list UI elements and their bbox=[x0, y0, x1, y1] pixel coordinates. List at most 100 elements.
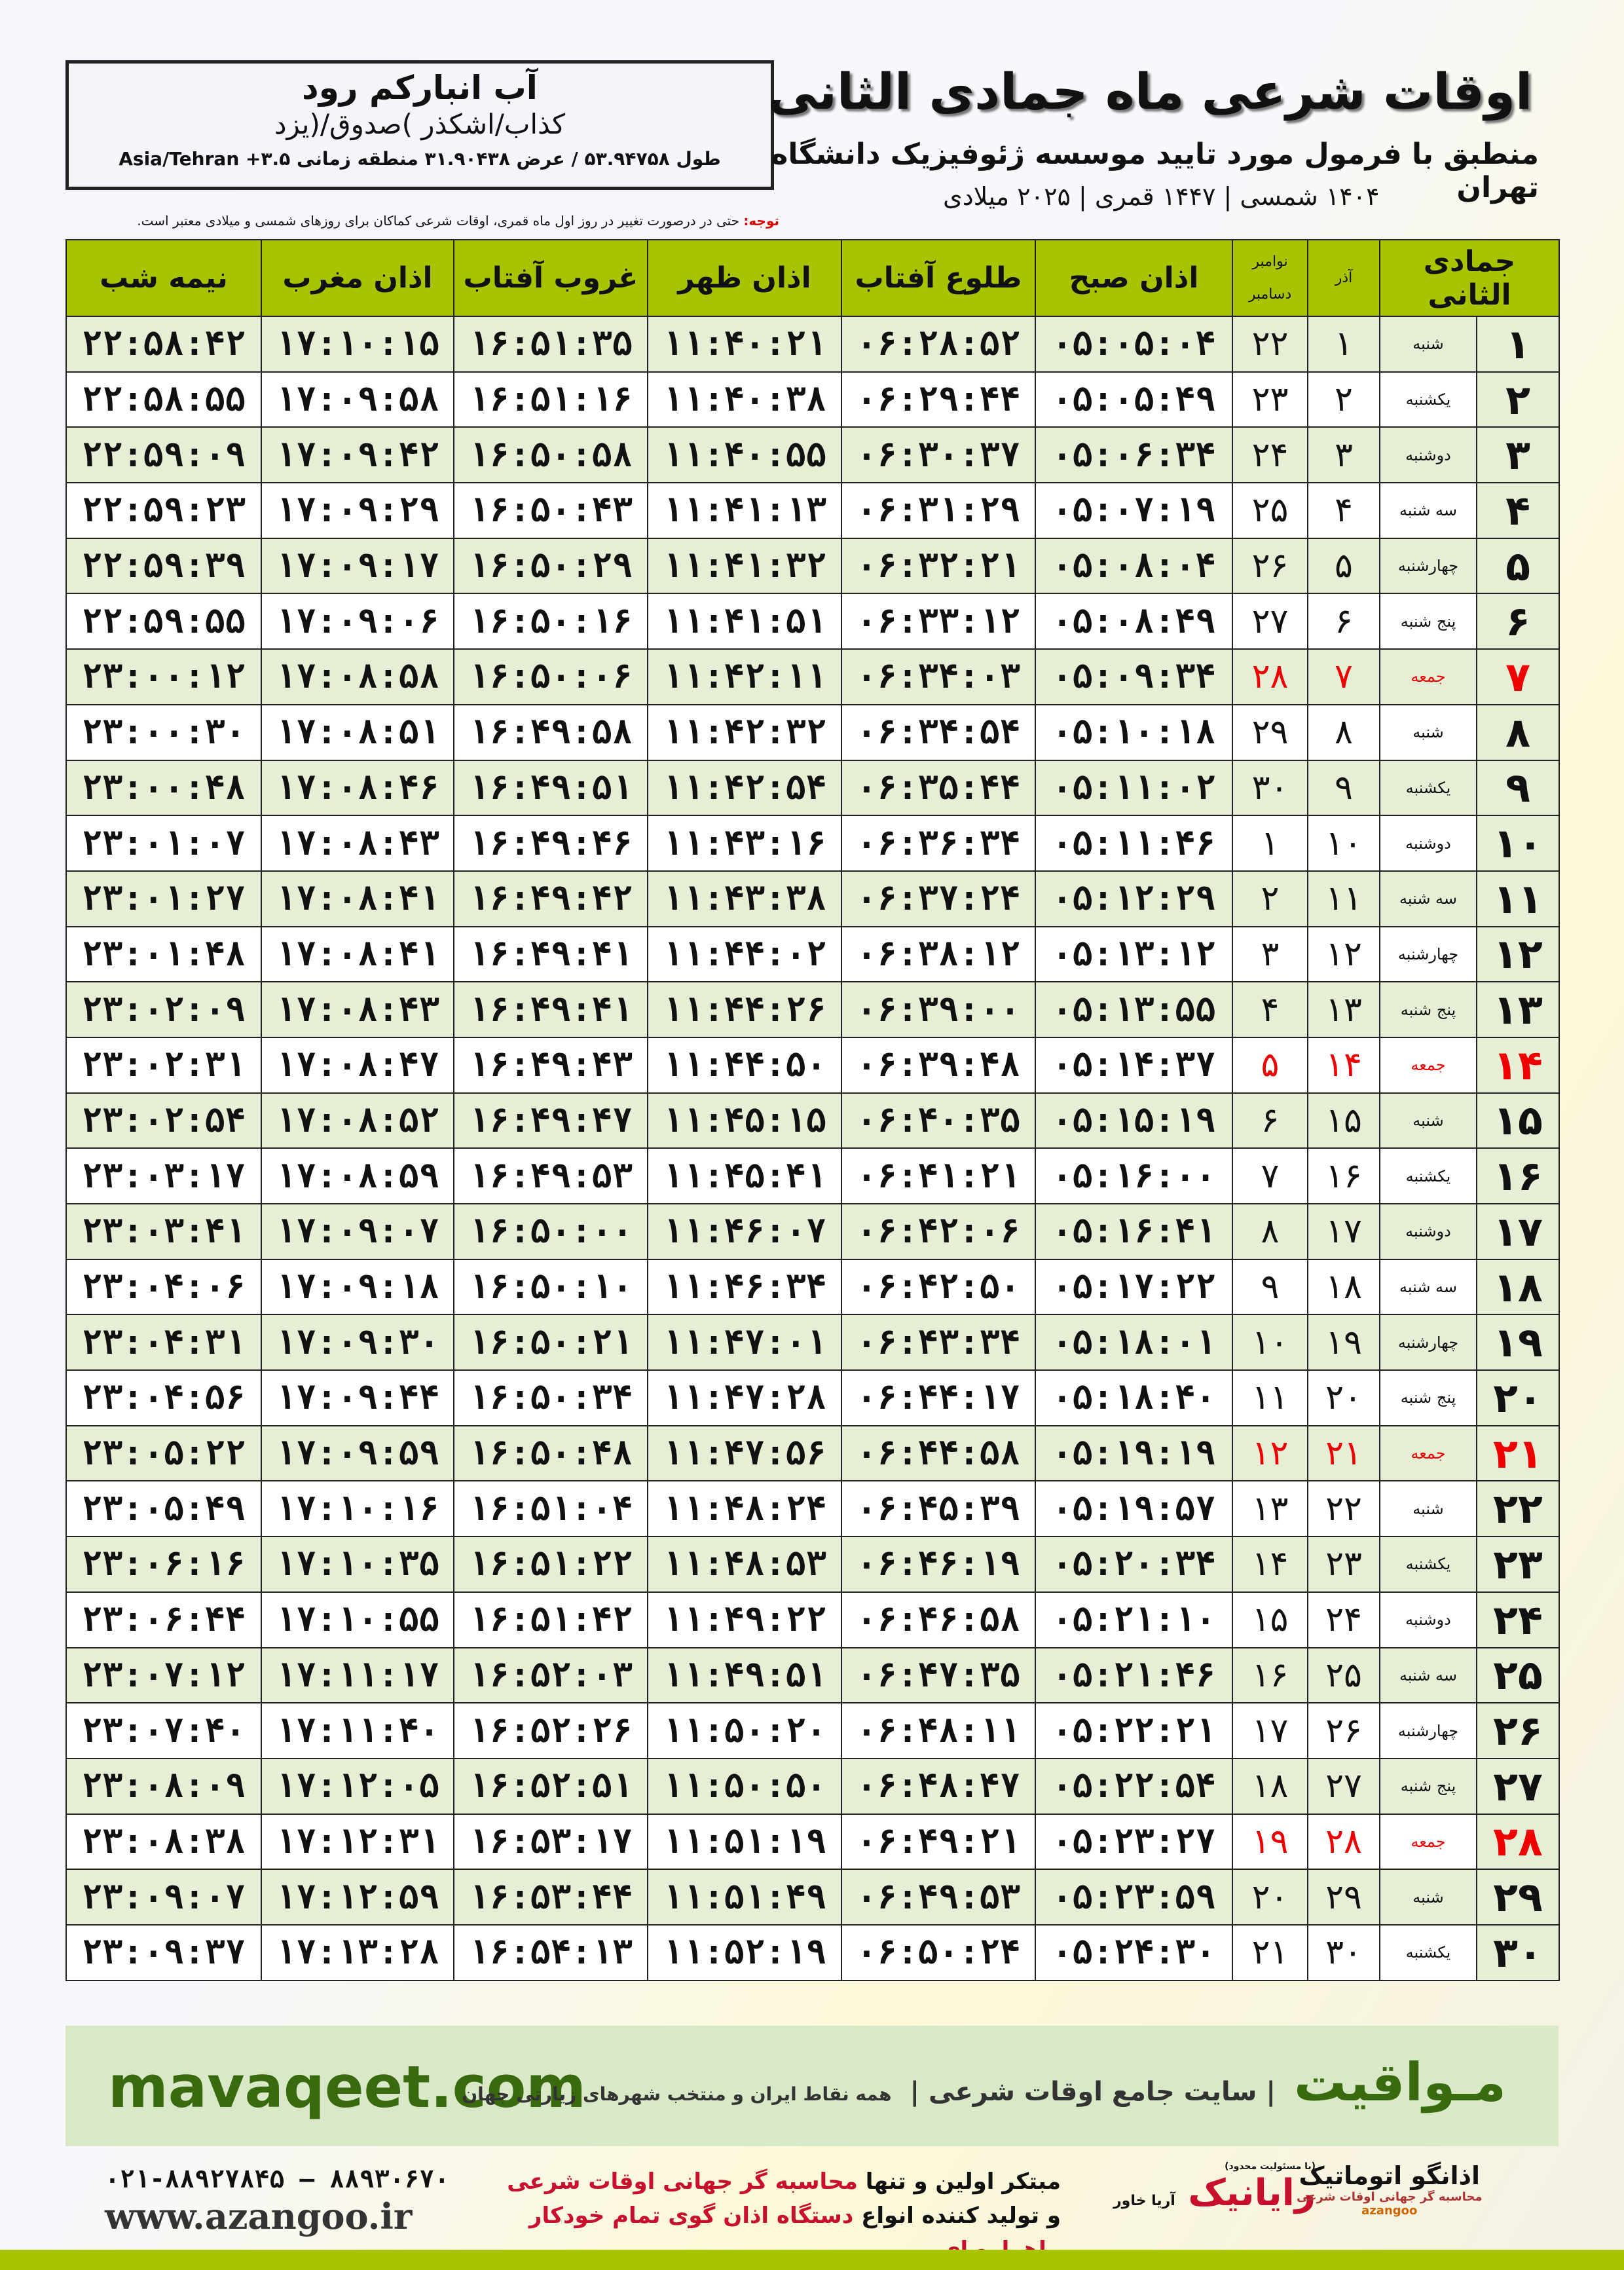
weekday-cell: یکشنبه bbox=[1378, 1924, 1478, 1981]
dhuhr-cell: ۱۱:۴۸:۵۳ bbox=[647, 1536, 842, 1593]
sunrise-cell: ۰۶:۴۹:۵۳ bbox=[841, 1869, 1036, 1926]
sunrise-cell: ۰۶:۳۵:۴۴ bbox=[841, 759, 1036, 817]
table-row: ۲۸ جمعه ۲۸ ۱۹ ۰۵:۲۳:۲۷ ۰۶:۴۹:۲۱ ۱۱:۵۱:۱۹ ۱۶:۵۳:… bbox=[65, 1813, 1560, 1870]
azangoo-name: اذانگو اتوماتیک bbox=[1299, 2161, 1481, 2190]
day-azar-cell: ۱۸ bbox=[1307, 1258, 1380, 1316]
rayanik-sub: آریا خاور bbox=[1113, 2193, 1175, 2209]
day-gregorian-cell: ۲ bbox=[1232, 870, 1308, 927]
table-row: ۲ یکشنبه ۲ ۲۳ ۰۵:۰۵:۴۹ ۰۶:۲۹:۴۴ ۱۱:۴۰:۳۸ ۱۶:۵۱:… bbox=[65, 371, 1560, 428]
azangoo-logo: اذانگو اتوماتیک محاسبه گر جهانی اوقات شرع… bbox=[1297, 2161, 1483, 2218]
day-azar-cell: ۲۷ bbox=[1307, 1757, 1380, 1815]
day-gregorian-cell: ۲۷ bbox=[1232, 593, 1308, 650]
table-row: ۱۸ سه شنبه ۱۸ ۹ ۰۵:۱۷:۲۲ ۰۶:۴۲:۵۰ ۱۱:۴۶:۳۴ ۱۶:۵… bbox=[65, 1258, 1560, 1316]
maghrib-cell: ۱۷:۰۸:۵۸ bbox=[261, 648, 454, 705]
location-name: آب انبارکم رود bbox=[302, 69, 538, 107]
day-gregorian-cell: ۲۱ bbox=[1232, 1924, 1308, 1981]
col-maghrib: اذان مغرب bbox=[261, 239, 454, 317]
weekday-cell: دوشنبه bbox=[1378, 815, 1478, 872]
dhuhr-cell: ۱۱:۵۲:۱۹ bbox=[647, 1924, 842, 1981]
sunrise-cell: ۰۶:۴۶:۱۹ bbox=[841, 1536, 1036, 1593]
sunrise-cell: ۰۶:۳۸:۱۲ bbox=[841, 925, 1036, 983]
midnight-cell: ۲۳:۰۱:۴۸ bbox=[65, 925, 262, 983]
azangoo-link[interactable]: www.azangoo.ir bbox=[105, 2195, 413, 2237]
dhuhr-cell: ۱۱:۴۴:۲۶ bbox=[647, 981, 842, 1038]
day-azar-cell: ۱ bbox=[1307, 316, 1380, 373]
midnight-cell: ۲۳:۰۴:۵۶ bbox=[65, 1369, 262, 1426]
fajr-cell: ۰۵:۱۴:۳۷ bbox=[1035, 1036, 1233, 1094]
sunset-cell: ۱۶:۴۹:۴۲ bbox=[453, 870, 648, 927]
day-hijri-cell: ۱۸ bbox=[1476, 1258, 1560, 1316]
day-azar-cell: ۵ bbox=[1307, 537, 1380, 595]
day-gregorian-cell: ۱۷ bbox=[1232, 1702, 1308, 1759]
maghrib-cell: ۱۷:۰۸:۴۱ bbox=[261, 870, 454, 927]
table-row: ۱۵ شنبه ۱۵ ۶ ۰۵:۱۵:۱۹ ۰۶:۴۰:۳۵ ۱۱:۴۵:۱۵ ۱۶:۴۹:۴… bbox=[65, 1092, 1560, 1149]
weekday-cell: پنج شنبه bbox=[1378, 1369, 1478, 1426]
dhuhr-cell: ۱۱:۴۱:۱۳ bbox=[647, 482, 842, 539]
sunrise-cell: ۰۶:۴۴:۱۷ bbox=[841, 1369, 1036, 1426]
site-link[interactable]: mavaqeet.com bbox=[108, 2053, 586, 2121]
col-december: دسامبر bbox=[1248, 286, 1292, 303]
table-row: ۲۰ پنج شنبه ۲۰ ۱۱ ۰۵:۱۸:۴۰ ۰۶:۴۴:۱۷ ۱۱:۴۷:۲۸ ۱۶… bbox=[65, 1369, 1560, 1426]
fajr-cell: ۰۵:۲۲:۵۴ bbox=[1035, 1757, 1233, 1815]
day-azar-cell: ۲۸ bbox=[1307, 1813, 1380, 1870]
ad-line1-a: مبتکر اولین و تنها bbox=[857, 2168, 1061, 2195]
sunset-cell: ۱۶:۵۰:۰۰ bbox=[453, 1203, 648, 1260]
sunset-cell: ۱۶:۵۰:۲۱ bbox=[453, 1314, 648, 1371]
day-gregorian-cell: ۱۱ bbox=[1232, 1369, 1308, 1426]
weekday-cell: شنبه bbox=[1378, 1092, 1478, 1149]
maghrib-cell: ۱۷:۰۸:۴۷ bbox=[261, 1036, 454, 1094]
fajr-cell: ۰۵:۱۸:۰۱ bbox=[1035, 1314, 1233, 1371]
sunrise-cell: ۰۶:۳۴:۰۳ bbox=[841, 648, 1036, 705]
fajr-cell: ۰۵:۰۵:۴۹ bbox=[1035, 371, 1233, 428]
col-november: نوامبر bbox=[1252, 253, 1288, 270]
maghrib-cell: ۱۷:۰۸:۴۳ bbox=[261, 815, 454, 872]
table-row: ۲۴ دوشنبه ۲۴ ۱۵ ۰۵:۲۱:۱۰ ۰۶:۴۶:۵۸ ۱۱:۴۹:۲۲ ۱۶:۵… bbox=[65, 1591, 1560, 1648]
col-gregorian: نوامبر دسامبر bbox=[1232, 239, 1308, 317]
sunrise-cell: ۰۶:۵۰:۲۴ bbox=[841, 1924, 1036, 1981]
maghrib-cell: ۱۷:۱۲:۵۹ bbox=[261, 1869, 454, 1926]
day-gregorian-cell: ۲۹ bbox=[1232, 703, 1308, 761]
day-gregorian-cell: ۳ bbox=[1232, 925, 1308, 983]
day-azar-cell: ۴ bbox=[1307, 482, 1380, 539]
maghrib-cell: ۱۷:۰۹:۰۶ bbox=[261, 593, 454, 650]
sunset-cell: ۱۶:۴۹:۴۳ bbox=[453, 1036, 648, 1094]
dhuhr-cell: ۱۱:۴۶:۳۴ bbox=[647, 1258, 842, 1316]
weekday-cell: یکشنبه bbox=[1378, 1147, 1478, 1204]
midnight-cell: ۲۳:۰۴:۰۶ bbox=[65, 1258, 262, 1316]
slogan: | سایت جامع اوقات شرعی | bbox=[910, 2077, 1276, 2107]
day-azar-cell: ۲۵ bbox=[1307, 1647, 1380, 1704]
dhuhr-cell: ۱۱:۴۳:۳۸ bbox=[647, 870, 842, 927]
sunrise-cell: ۰۶:۳۳:۱۲ bbox=[841, 593, 1036, 650]
maghrib-cell: ۱۷:۱۱:۴۰ bbox=[261, 1702, 454, 1759]
day-hijri-cell: ۲ bbox=[1476, 371, 1560, 428]
table-row: ۸ شنبه ۸ ۲۹ ۰۵:۱۰:۱۸ ۰۶:۳۴:۵۴ ۱۱:۴۲:۳۲ ۱۶:۴۹:۵۸… bbox=[65, 703, 1560, 761]
weekday-cell: سه شنبه bbox=[1378, 482, 1478, 539]
dhuhr-cell: ۱۱:۵۰:۲۰ bbox=[647, 1702, 842, 1759]
day-gregorian-cell: ۲۴ bbox=[1232, 426, 1308, 484]
weekday-cell: سه شنبه bbox=[1378, 1647, 1478, 1704]
fajr-cell: ۰۵:۱۵:۱۹ bbox=[1035, 1092, 1233, 1149]
dhuhr-cell: ۱۱:۴۰:۳۸ bbox=[647, 371, 842, 428]
maghrib-cell: ۱۷:۰۸:۵۹ bbox=[261, 1147, 454, 1204]
azangoo-sub: محاسبه گر جهانی اوقات شرعی bbox=[1297, 2190, 1483, 2204]
fajr-cell: ۰۵:۲۱:۱۰ bbox=[1035, 1591, 1233, 1648]
day-hijri-cell: ۱۱ bbox=[1476, 870, 1560, 927]
fajr-cell: ۰۵:۱۷:۲۲ bbox=[1035, 1258, 1233, 1316]
day-hijri-cell: ۱۰ bbox=[1476, 815, 1560, 872]
phone: ۰۲۱-۸۸۹۲۷۸۴۵ – ۸۸۹۳۰۶۷۰ bbox=[105, 2165, 450, 2193]
midnight-cell: ۲۲:۵۸:۵۵ bbox=[65, 371, 262, 428]
sunset-cell: ۱۶:۴۹:۴۷ bbox=[453, 1092, 648, 1149]
dhuhr-cell: ۱۱:۴۴:۵۰ bbox=[647, 1036, 842, 1094]
day-hijri-cell: ۲۸ bbox=[1476, 1813, 1560, 1870]
day-azar-cell: ۲۱ bbox=[1307, 1424, 1380, 1482]
sunrise-cell: ۰۶:۴۸:۱۱ bbox=[841, 1702, 1036, 1759]
fajr-cell: ۰۵:۱۹:۱۹ bbox=[1035, 1424, 1233, 1482]
sunset-cell: ۱۶:۵۰:۲۹ bbox=[453, 537, 648, 595]
fajr-cell: ۰۵:۱۳:۱۲ bbox=[1035, 925, 1233, 983]
col-fajr: اذان صبح bbox=[1035, 239, 1233, 317]
day-gregorian-cell: ۶ bbox=[1232, 1092, 1308, 1149]
midnight-cell: ۲۲:۵۸:۴۲ bbox=[65, 316, 262, 373]
day-hijri-cell: ۶ bbox=[1476, 593, 1560, 650]
sunrise-cell: ۰۶:۳۲:۲۱ bbox=[841, 537, 1036, 595]
day-hijri-cell: ۴ bbox=[1476, 482, 1560, 539]
